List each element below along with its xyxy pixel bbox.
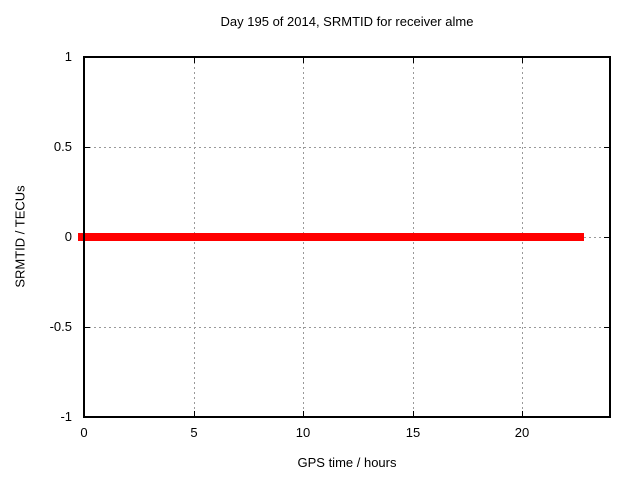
y-tick-label: -0.5: [49, 319, 72, 334]
y-tick-label: 0: [64, 229, 72, 244]
tick-mark-y-left: [84, 327, 90, 328]
tick-mark-x-bottom: [413, 411, 414, 417]
tick-mark-y-right: [604, 57, 610, 58]
data-series-line: [78, 233, 584, 241]
x-tick-label: 15: [405, 425, 421, 440]
tick-mark-y-left: [84, 417, 90, 418]
y-tick-label: 1: [64, 49, 72, 64]
tick-mark-y-right: [604, 417, 610, 418]
tick-mark-y-left: [84, 57, 90, 58]
tick-mark-x-top: [522, 57, 523, 63]
x-tick-label: 20: [514, 425, 530, 440]
x-tick-label: 5: [190, 425, 198, 440]
tick-mark-y-right: [604, 327, 610, 328]
tick-mark-x-bottom: [303, 411, 304, 417]
tick-mark-x-top: [194, 57, 195, 63]
tick-mark-x-top: [303, 57, 304, 63]
x-tick-label: 10: [295, 425, 311, 440]
tick-mark-y-right: [604, 237, 610, 238]
gridline-horizontal: [84, 327, 610, 328]
chart-title: Day 195 of 2014, SRMTID for receiver alm…: [220, 14, 474, 29]
tick-mark-x-bottom: [194, 411, 195, 417]
tick-mark-y-right: [604, 147, 610, 148]
tick-mark-x-top: [413, 57, 414, 63]
y-tick-label: 0.5: [53, 139, 72, 154]
y-tick-label: -1: [60, 409, 72, 424]
gridline-horizontal: [84, 147, 610, 148]
x-tick-label: 0: [80, 425, 88, 440]
tick-mark-x-bottom: [522, 411, 523, 417]
x-axis-label: GPS time / hours: [297, 455, 397, 470]
tick-mark-y-left: [84, 147, 90, 148]
